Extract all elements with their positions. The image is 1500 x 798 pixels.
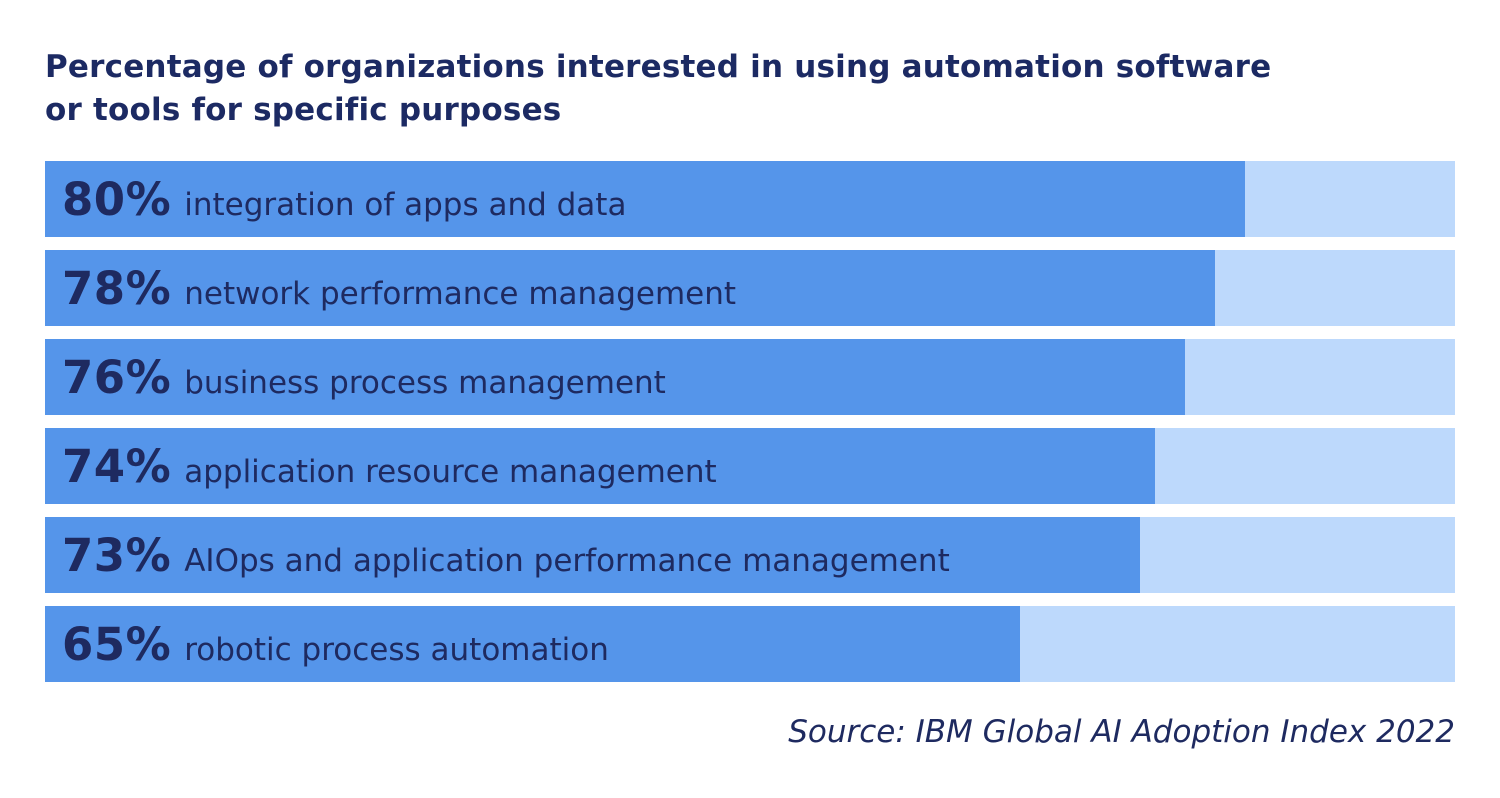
bar-label: robotic process automation: [184, 631, 609, 668]
chart-title-line1: Percentage of organizations interested i…: [45, 49, 1272, 85]
bar-label: AIOps and application performance manage…: [184, 542, 950, 579]
bar-value: 78%: [62, 261, 172, 315]
bar-fill: 78% network performance management: [45, 250, 1215, 326]
bar-fill: 65% robotic process automation: [45, 606, 1020, 682]
bar-label: network performance management: [184, 275, 737, 312]
chart-title-line2: or tools for specific purposes: [45, 92, 562, 128]
bar-row: 78% network performance management: [45, 250, 1455, 326]
bar-label: application resource management: [184, 453, 717, 490]
bar-fill: 74% application resource management: [45, 428, 1155, 504]
bar-text: 74% application resource management: [45, 440, 717, 493]
bar-value: 74%: [62, 439, 172, 493]
bar-text: 80% integration of apps and data: [45, 173, 626, 226]
bar-label: integration of apps and data: [184, 186, 627, 223]
bar-text: 78% network performance management: [45, 262, 736, 315]
bar-chart: 80% integration of apps and data 78% netwo…: [45, 161, 1455, 682]
chart-title: Percentage of organizations interested i…: [45, 46, 1345, 132]
bar-value: 80%: [62, 172, 172, 226]
bar-text: 65% robotic process automation: [45, 618, 609, 671]
bar-row: 76% business process management: [45, 339, 1455, 415]
bar-text: 73% AIOps and application performance man…: [45, 529, 950, 582]
bar-row: 74% application resource management: [45, 428, 1455, 504]
bar-value: 65%: [62, 617, 172, 671]
bar-fill: 76% business process management: [45, 339, 1185, 415]
bar-value: 76%: [62, 350, 172, 404]
bar-row: 73% AIOps and application performance man…: [45, 517, 1455, 593]
bar-row: 80% integration of apps and data: [45, 161, 1455, 237]
bar-row: 65% robotic process automation: [45, 606, 1455, 682]
source-attribution: Source: IBM Global AI Adoption Index 202…: [788, 714, 1455, 750]
bar-label: business process management: [184, 364, 666, 401]
bar-text: 76% business process management: [45, 351, 666, 404]
bar-fill: 80% integration of apps and data: [45, 161, 1245, 237]
bar-value: 73%: [62, 528, 172, 582]
bar-fill: 73% AIOps and application performance man…: [45, 517, 1140, 593]
